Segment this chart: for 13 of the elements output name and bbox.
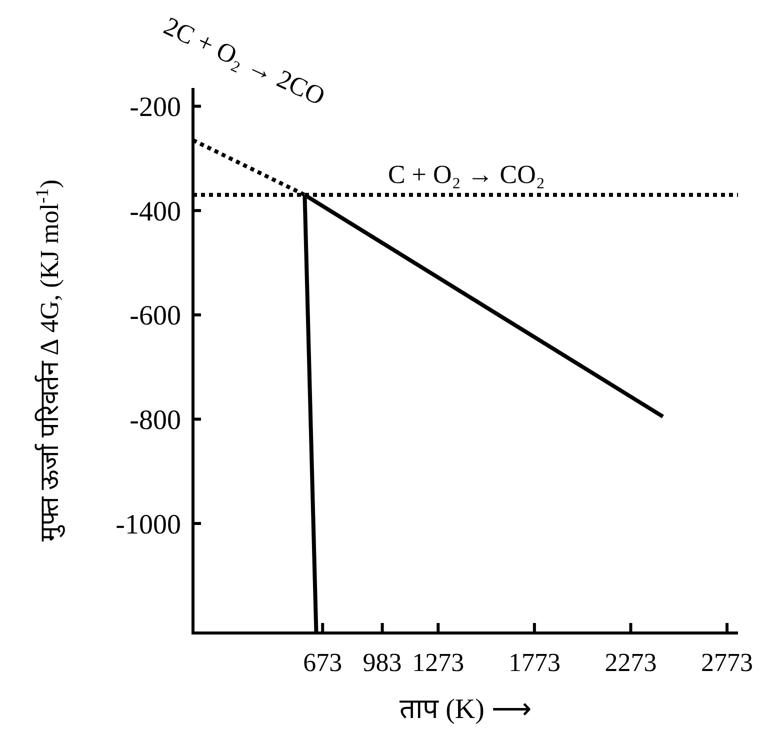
x-tick-label: 1273 [412,648,464,677]
y-tick-label: -400 [130,196,181,228]
y-tick-label: -800 [130,404,181,436]
y-tick-label: -200 [130,92,181,124]
x-tick-label: 983 [362,648,402,677]
x-tick-label: 673 [303,648,342,677]
x-axis-title: ताप (K) ⟶ [400,694,532,725]
x-tick-label: 1773 [508,648,560,677]
x-tick-label: 2273 [604,648,657,677]
annotation: C + O₂ → CO₂ [388,160,545,189]
y-tick-label: -1000 [116,509,181,540]
x-tick-label: 2773 [701,648,754,677]
y-tick-label: -600 [130,300,181,332]
